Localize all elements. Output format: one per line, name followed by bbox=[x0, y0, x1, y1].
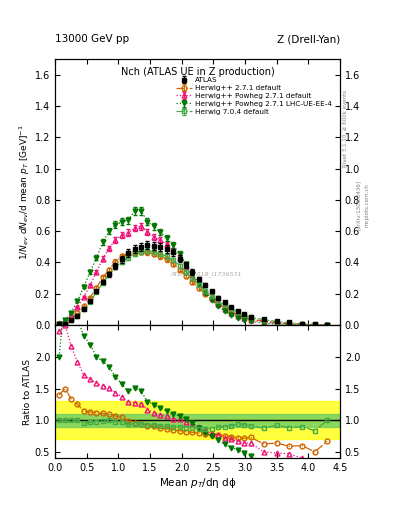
Text: Nch (ATLAS UE in Z production): Nch (ATLAS UE in Z production) bbox=[121, 67, 274, 77]
Text: ATLAS_2019_I1736531: ATLAS_2019_I1736531 bbox=[170, 271, 242, 277]
Legend: ATLAS, Herwig++ 2.7.1 default, Herwig++ Powheg 2.7.1 default, Herwig++ Powheg 2.: ATLAS, Herwig++ 2.7.1 default, Herwig++ … bbox=[175, 76, 334, 116]
X-axis label: Mean $p_T$/dη dϕ: Mean $p_T$/dη dϕ bbox=[159, 476, 236, 490]
Text: [arXiv:1306.3436]: [arXiv:1306.3436] bbox=[356, 180, 361, 230]
Text: 13000 GeV pp: 13000 GeV pp bbox=[55, 34, 129, 44]
Y-axis label: $1/N_{ev}$ $dN_{ev}$/d mean $p_T$ [GeV]$^{-1}$: $1/N_{ev}$ $dN_{ev}$/d mean $p_T$ [GeV]$… bbox=[18, 124, 32, 260]
Text: mcplots.cern.ch: mcplots.cern.ch bbox=[365, 183, 370, 227]
Text: Rivet 3.1.10, ≥ 600k events: Rivet 3.1.10, ≥ 600k events bbox=[343, 90, 348, 166]
Text: Z (Drell-Yan): Z (Drell-Yan) bbox=[277, 34, 340, 44]
Bar bbox=[55, 401, 340, 439]
Bar bbox=[55, 414, 340, 426]
Y-axis label: Ratio to ATLAS: Ratio to ATLAS bbox=[23, 359, 32, 424]
